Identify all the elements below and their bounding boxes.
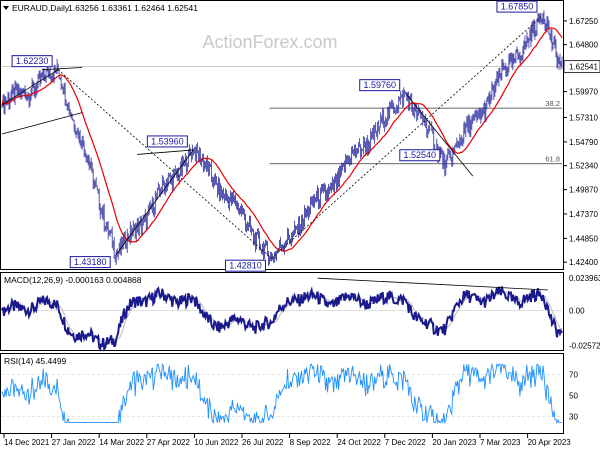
rsi-axis-label: 50: [569, 392, 578, 401]
rsi-axis-label: 70: [569, 371, 578, 380]
price-axis-label: 1.47370: [569, 210, 598, 219]
date-axis-label: 14 Dec 2021: [4, 438, 50, 447]
price-axis-label: 1.44850: [569, 234, 598, 243]
macd-header: MACD(12,26,9) -0.000163 0.004868: [4, 275, 142, 285]
price-axis-label: 1.59970: [569, 88, 598, 97]
date-axis-label: 7 Mar 2023: [480, 438, 521, 447]
price-annotation-box: [399, 149, 441, 162]
price-header: EURAUD,Daily 1.63256 1.63361 1.62464 1.6…: [3, 3, 198, 13]
current-price-tag: [563, 60, 600, 74]
price-annotation-label: 1.67850: [501, 2, 534, 12]
date-axis-label: 26 Jul 2022: [242, 438, 284, 447]
symbol-header: EURAUD,Daily: [12, 3, 70, 13]
price-axis-label: 1.49870: [569, 186, 598, 195]
trend-line: [137, 149, 194, 155]
date-axis-label: 10 Jun 2022: [194, 438, 239, 447]
macd-line: [1, 286, 563, 352]
date-axis-label: 20 Apr 2023: [528, 438, 572, 447]
price-annotation-label: 1.53960: [151, 136, 184, 146]
date-axis-label: 27 Apr 2022: [147, 438, 191, 447]
rsi-plot: [1, 362, 562, 425]
rsi-line: [1, 362, 562, 425]
price-annotation-label: 1.59760: [363, 80, 396, 90]
ohlc-header: 1.63256 1.63361 1.62464 1.62541: [68, 3, 198, 13]
macd-panel-frame: [0, 272, 564, 351]
price-axis-label: 1.54790: [569, 138, 598, 147]
macd-axis-label: 0.00: [569, 307, 585, 316]
date-axis-label: 24 Oct 2022: [337, 438, 381, 447]
price-axis-label: 1.52340: [569, 162, 598, 171]
axes: 1.67250 1.64800 1.62541 1.59970 1.57310 1.547…: [3, 17, 600, 447]
trend-line: [57, 69, 272, 259]
watermark: ActionForex.com: [202, 32, 337, 52]
price-axis-label: 1.64800: [569, 41, 598, 50]
price-axis-label: 1.57310: [569, 113, 598, 122]
trend-line: [1, 69, 59, 106]
rsi-axis-label: 30: [569, 412, 578, 421]
price-panel-frame: [0, 0, 564, 270]
macd-axis-label: -0.025726: [569, 342, 600, 351]
rsi-panel-frame: [0, 353, 564, 434]
trend-line: [271, 14, 544, 259]
price-annotation-box: [224, 259, 266, 272]
price-axis-label: 1.62541: [569, 63, 598, 72]
date-axis-label: 27 Jan 2022: [52, 438, 97, 447]
macd-plot: [1, 277, 563, 352]
price-annotation-label: 1.42810: [229, 261, 262, 271]
trend-line: [115, 149, 194, 255]
moving-average-line: [1, 27, 563, 252]
trend-line: [42, 67, 83, 71]
fib-level-label: 61.8: [545, 155, 560, 164]
trend-line: [1, 112, 83, 135]
macd-axis-label: 0.023963: [569, 274, 600, 283]
date-axis-label: 7 Dec 2022: [385, 438, 426, 447]
price-annotation-label: 1.52540: [404, 150, 437, 160]
price-annotation-box: [11, 55, 53, 68]
date-axis-label: 14 Mar 2022: [99, 438, 144, 447]
price-annotation-box: [496, 0, 538, 13]
trend-line: [405, 93, 474, 177]
fib-level-label: 38.2: [545, 99, 560, 108]
price-annotation-label: 1.43180: [74, 257, 107, 267]
price-annotation-label: 1.62230: [16, 56, 49, 66]
collapse-triangle-icon[interactable]: [3, 6, 9, 10]
rsi-header: RSI(14) 45.4499: [4, 356, 67, 366]
price-annotation-box: [146, 135, 188, 148]
date-axis-label: 20 Jan 2023: [432, 438, 477, 447]
macd-trend-line: [317, 277, 548, 291]
price-axis-label: 1.42400: [569, 258, 598, 267]
price-plot: 38.2 61.8 1.62230 1.53960 1.43180 1.42810 1.59…: [1, 0, 563, 272]
price-annotation-box: [69, 256, 111, 269]
date-axis-label: 8 Sep 2022: [290, 438, 331, 447]
price-axis-label: 1.67250: [569, 17, 598, 26]
price-annotation-box: [359, 79, 401, 92]
